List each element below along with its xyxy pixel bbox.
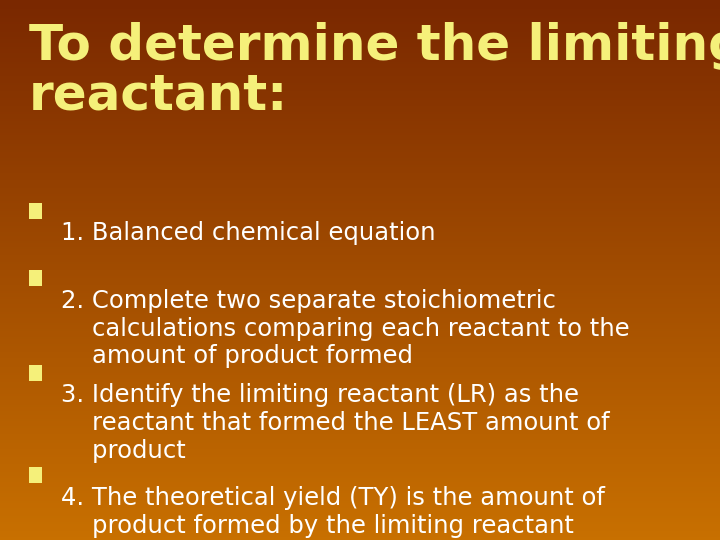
Text: 3. Identify the limiting reactant (LR) as the
    reactant that formed the LEAST: 3. Identify the limiting reactant (LR) a… [61, 383, 610, 463]
Text: 2. Complete two separate stoichiometric
    calculations comparing each reactant: 2. Complete two separate stoichiometric … [61, 289, 630, 368]
Text: To determine the limiting
reactant:: To determine the limiting reactant: [29, 22, 720, 119]
FancyBboxPatch shape [29, 364, 42, 381]
FancyBboxPatch shape [29, 270, 42, 286]
Text: 1. Balanced chemical equation: 1. Balanced chemical equation [61, 221, 436, 245]
FancyBboxPatch shape [29, 467, 42, 483]
Text: 4. The theoretical yield (TY) is the amount of
    product formed by the limitin: 4. The theoretical yield (TY) is the amo… [61, 486, 605, 538]
FancyBboxPatch shape [29, 202, 42, 219]
